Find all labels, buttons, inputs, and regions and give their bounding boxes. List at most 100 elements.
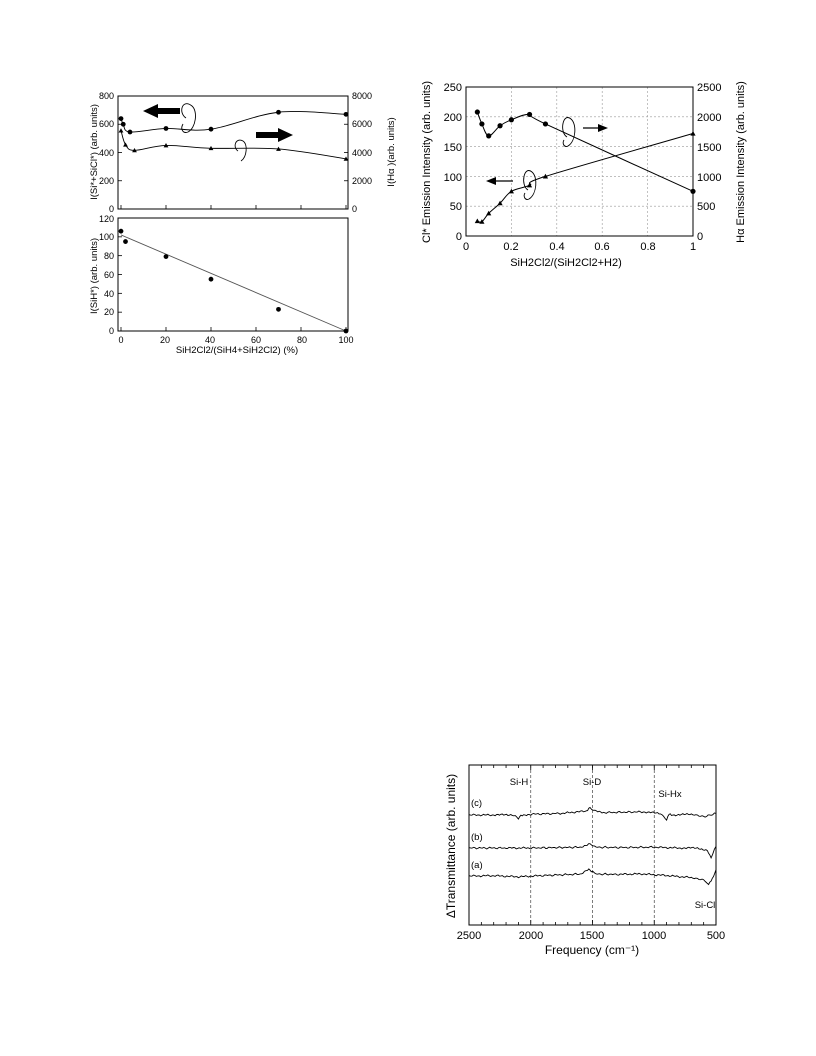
right-arrow-icon <box>256 128 293 142</box>
data-point <box>208 276 214 282</box>
curl-icon <box>523 170 537 200</box>
rb-xlabel: Frequency (cm⁻¹) <box>545 943 639 957</box>
rb-ylabel: ΔTransmittance (arb. units) <box>444 774 458 918</box>
left-bottom-ytick: 120 <box>99 214 114 224</box>
data-point <box>690 130 696 136</box>
right-arrow-icon <box>598 124 608 132</box>
data-point <box>163 254 169 260</box>
spectrum-line <box>468 868 717 886</box>
rb-xtick: 2000 <box>519 930 543 942</box>
curve-label-a: (a) <box>471 860 483 871</box>
data-point <box>474 109 480 115</box>
curl-icon <box>234 139 247 162</box>
rt-ylabel: Cl* Emission Intensity (arb. units) <box>421 81 433 243</box>
peak-label-si-d: Si-D <box>583 777 602 788</box>
peak-label-si-cl: Si-Cl <box>695 900 716 911</box>
left-bottom-xtick: 20 <box>160 335 170 345</box>
curl-icon <box>562 117 576 147</box>
data-point <box>497 200 503 206</box>
data-point <box>474 218 480 224</box>
rt-ytick-right: 2500 <box>697 82 721 94</box>
right-top-frame <box>465 86 694 237</box>
left-bottom-xtick: 80 <box>297 335 307 345</box>
rt-ytick: 250 <box>444 82 462 94</box>
data-point <box>479 121 485 127</box>
rt-xtick: 0.8 <box>640 241 655 253</box>
rt-xtick: 0.2 <box>503 241 518 253</box>
data-point <box>127 129 133 135</box>
rt-ytick-right: 500 <box>697 201 715 213</box>
curve-label-c: (c) <box>471 798 482 809</box>
left-top-ytick-right: 6000 <box>352 119 372 129</box>
rt-ytick-right: 0 <box>697 231 703 243</box>
data-point <box>123 239 128 244</box>
left-top-ytick: 800 <box>99 91 114 101</box>
left-top-ytick-right: 4000 <box>352 148 372 158</box>
rb-xtick: 2500 <box>457 930 481 942</box>
peak-label-si-h: Si-H <box>510 777 529 788</box>
rt-ytick: 0 <box>456 231 462 243</box>
rt-xtick: 0.4 <box>549 241 564 253</box>
left-bottom-xtick: 60 <box>251 335 261 345</box>
data-point <box>118 228 124 234</box>
data-point <box>486 210 492 216</box>
peak-label-si-hx: Si-Hx <box>658 789 681 800</box>
fit-line <box>120 234 347 332</box>
left-arrow-icon <box>486 177 496 185</box>
data-point <box>486 133 492 139</box>
rt-xtick: 0.6 <box>594 241 609 253</box>
curl-icon <box>181 103 196 133</box>
rt-ytick: 100 <box>444 172 462 184</box>
left-bottom-ylabel: I(SiH*) (arb. units) <box>89 238 100 314</box>
curve-label-b: (b) <box>471 832 483 843</box>
left-bottom-ytick: 100 <box>99 232 114 242</box>
data-point <box>542 121 549 127</box>
left-bottom-ytick: 40 <box>104 289 114 299</box>
rt-ylabel-right: Hα Emission Intensity (arb. units) <box>735 81 747 243</box>
rt-xlabel: SiH2Cl2/(SiH2Cl2+H2) <box>510 257 622 269</box>
data-point <box>526 182 533 188</box>
data-point <box>343 328 349 334</box>
left-top-ylabel: I(Si*+SiCl*) (arb. units) <box>89 104 100 200</box>
data-point <box>123 142 128 147</box>
left-top-ytick: 0 <box>109 204 114 214</box>
data-point <box>508 188 514 194</box>
data-point <box>118 128 124 133</box>
rt-ytick-right: 1500 <box>697 142 721 154</box>
series-line <box>477 133 694 223</box>
data-point <box>118 116 124 121</box>
rb-xtick: 500 <box>707 930 725 942</box>
data-point <box>497 123 503 129</box>
rt-xtick: 0 <box>463 241 469 253</box>
series-line <box>476 111 694 192</box>
left-top-ytick: 200 <box>99 176 114 186</box>
left-top-ytick: 600 <box>99 119 114 129</box>
data-point <box>208 126 214 132</box>
data-point <box>479 219 485 224</box>
rt-xtick: 1 <box>690 241 696 253</box>
spectrum-line <box>468 843 717 860</box>
left-bottom-ytick: 60 <box>104 270 114 280</box>
data-point <box>276 109 281 115</box>
rt-ytick: 50 <box>450 201 462 213</box>
left-top-ylabel-right: I(Hα )(arb. units) <box>386 117 397 186</box>
left-bottom-ytick: 20 <box>104 307 114 317</box>
data-point <box>276 306 281 312</box>
spectrum-line <box>468 806 717 821</box>
left-top-ytick: 400 <box>99 148 114 158</box>
rt-ytick: 200 <box>444 112 462 124</box>
data-point <box>163 126 169 131</box>
data-point <box>542 173 549 179</box>
left-bottom-ytick: 0 <box>109 326 114 336</box>
rt-ytick: 150 <box>444 142 462 154</box>
left-bottom-xtick: 100 <box>338 335 353 345</box>
left-arrow-icon <box>143 104 180 118</box>
left-top-ytick-right: 2000 <box>352 176 372 186</box>
data-point <box>163 143 169 148</box>
rt-ytick-right: 1000 <box>697 172 721 184</box>
data-point <box>508 117 514 123</box>
rb-xtick: 1500 <box>580 930 604 942</box>
data-point <box>526 111 533 118</box>
